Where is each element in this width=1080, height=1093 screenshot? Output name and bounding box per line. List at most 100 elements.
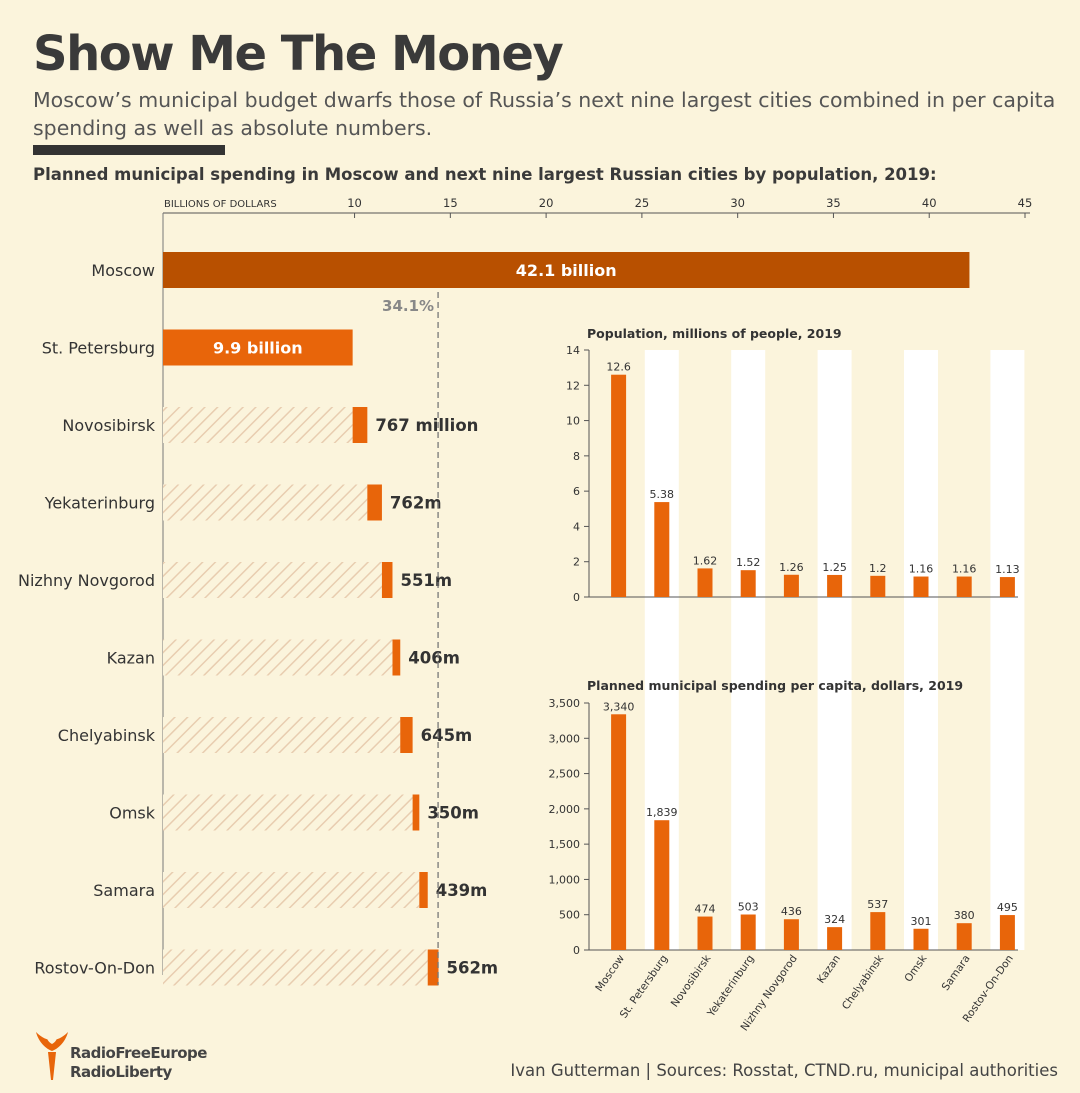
inset-y-tick-label: 4 <box>573 520 580 533</box>
inset-y-tick-label: 14 <box>566 344 580 357</box>
alternate-column <box>990 350 1025 950</box>
inset-bar <box>783 919 799 950</box>
bar-value-label: 551m <box>400 571 452 590</box>
inset-bar <box>827 927 843 950</box>
city-label: Omsk <box>109 804 156 823</box>
inset-y-tick-label: 6 <box>573 485 580 498</box>
inset-y-tick-label: 12 <box>566 379 580 392</box>
bar-value-label: 406m <box>408 649 460 668</box>
inset-bar <box>870 575 886 597</box>
cumulative-hatch <box>163 872 420 908</box>
axis-unit-label: BILLIONS OF DOLLARS <box>164 199 277 210</box>
inset-bar <box>870 912 886 950</box>
inset-y-tick-label: 3,000 <box>549 732 581 745</box>
bar-value-label: 350m <box>427 804 479 823</box>
inset-y-tick-label: 0 <box>573 591 580 604</box>
inset-x-label: Moscow <box>593 953 627 994</box>
city-label: Moscow <box>91 261 155 280</box>
cumulative-hatch <box>163 639 393 676</box>
spending-bar <box>427 949 439 986</box>
inset-y-tick-label: 10 <box>566 415 580 428</box>
inset-x-label: Omsk <box>902 952 930 984</box>
inset-bar <box>654 820 670 950</box>
inset-bar <box>697 568 713 597</box>
spending-bar <box>163 252 970 288</box>
inset-bar-label: 503 <box>738 901 759 914</box>
inset-bar-label: 5.38 <box>650 488 675 501</box>
x-tick-label: 10 <box>347 196 362 210</box>
spending-bar <box>352 407 368 443</box>
inset-bar <box>654 502 670 597</box>
inset-bar-label: 537 <box>867 898 888 911</box>
inset-bar-label: 1.16 <box>952 563 977 576</box>
brand-line-1: RadioFreeEurope <box>70 1044 207 1062</box>
torch-logo-icon <box>36 1032 68 1080</box>
bar-value-label: 9.9 billion <box>213 339 303 358</box>
inset-bar-label: 436 <box>781 905 802 918</box>
bar-value-label: 439m <box>436 881 488 900</box>
inset-bar-label: 1,839 <box>646 806 678 819</box>
inset-y-tick-label: 3,500 <box>549 697 581 710</box>
inset-bar-label: 1.16 <box>909 563 934 576</box>
inset-bar <box>827 574 843 597</box>
inset-bar-label: 324 <box>824 913 845 926</box>
inset-bar <box>783 574 799 597</box>
inset-bar <box>611 714 627 950</box>
inset-bar-label: 1.13 <box>995 563 1020 576</box>
page-subtitle: Moscow’s municipal budget dwarfs those o… <box>33 88 1056 140</box>
spending-bar <box>419 872 428 908</box>
inset-bar <box>999 577 1015 597</box>
city-label: Samara <box>93 881 155 900</box>
inset-bar-label: 1.26 <box>779 561 804 574</box>
inset-bar-label: 495 <box>997 901 1018 914</box>
inset-bar-label: 380 <box>954 909 975 922</box>
inset-x-label: Yekaterinburg <box>705 953 757 1020</box>
inset-bar-label: 1.52 <box>736 556 761 569</box>
inset-x-label: Novosibirsk <box>669 952 714 1009</box>
inset-title-per-capita: Planned municipal spending per capita, d… <box>587 678 963 693</box>
spending-bar <box>367 484 382 521</box>
inset-y-tick-label: 2,000 <box>549 803 581 816</box>
inset-y-tick-label: 8 <box>573 450 580 463</box>
chart-heading: Planned municipal spending in Moscow and… <box>33 165 937 184</box>
alternate-column <box>904 350 938 950</box>
inset-bar <box>611 374 627 597</box>
x-tick-label: 45 <box>1018 196 1033 210</box>
spending-bar <box>400 717 413 753</box>
inset-y-tick-label: 1,500 <box>549 838 581 851</box>
x-tick-label: 30 <box>730 196 745 210</box>
spending-bar <box>163 329 353 366</box>
inset-y-tick-label: 0 <box>573 944 580 957</box>
inset-bar <box>956 923 972 950</box>
city-label: Chelyabinsk <box>58 726 156 745</box>
x-tick-label: 35 <box>826 196 841 210</box>
brand-logo-text: RadioFreeEurope RadioLiberty <box>70 1044 207 1082</box>
cumulative-hatch <box>163 407 353 443</box>
inset-bar <box>913 576 929 597</box>
inset-bar-label: 1.62 <box>693 554 718 567</box>
inset-bar <box>913 928 929 950</box>
cumulative-hatch <box>163 717 401 753</box>
source-credit: Ivan Gutterman | Sources: Rosstat, CTND.… <box>510 1061 1058 1080</box>
inset-title-population: Population, millions of people, 2019 <box>587 326 842 341</box>
title-rule <box>33 145 225 155</box>
city-label: Nizhny Novgorod <box>18 571 155 590</box>
cumulative-hatch <box>163 794 413 831</box>
bar-value-label: 42.1 billion <box>516 261 617 280</box>
bar-value-label: 767 million <box>375 416 478 435</box>
x-tick-label: 20 <box>539 196 554 210</box>
inset-bar <box>740 914 756 950</box>
spending-bar <box>412 794 420 831</box>
city-label: Kazan <box>107 649 155 668</box>
x-tick-label: 15 <box>443 196 458 210</box>
inset-y-tick-label: 2,500 <box>549 768 581 781</box>
inset-bar-label: 301 <box>911 915 932 928</box>
bar-value-label: 562m <box>446 959 498 978</box>
inset-y-tick-label: 1,000 <box>549 873 581 886</box>
reference-label: 34.1% <box>382 297 434 315</box>
cumulative-hatch <box>163 562 382 598</box>
alternate-column <box>731 350 766 950</box>
page-title: Show Me The Money <box>33 26 564 82</box>
inset-y-tick-label: 2 <box>573 556 580 569</box>
